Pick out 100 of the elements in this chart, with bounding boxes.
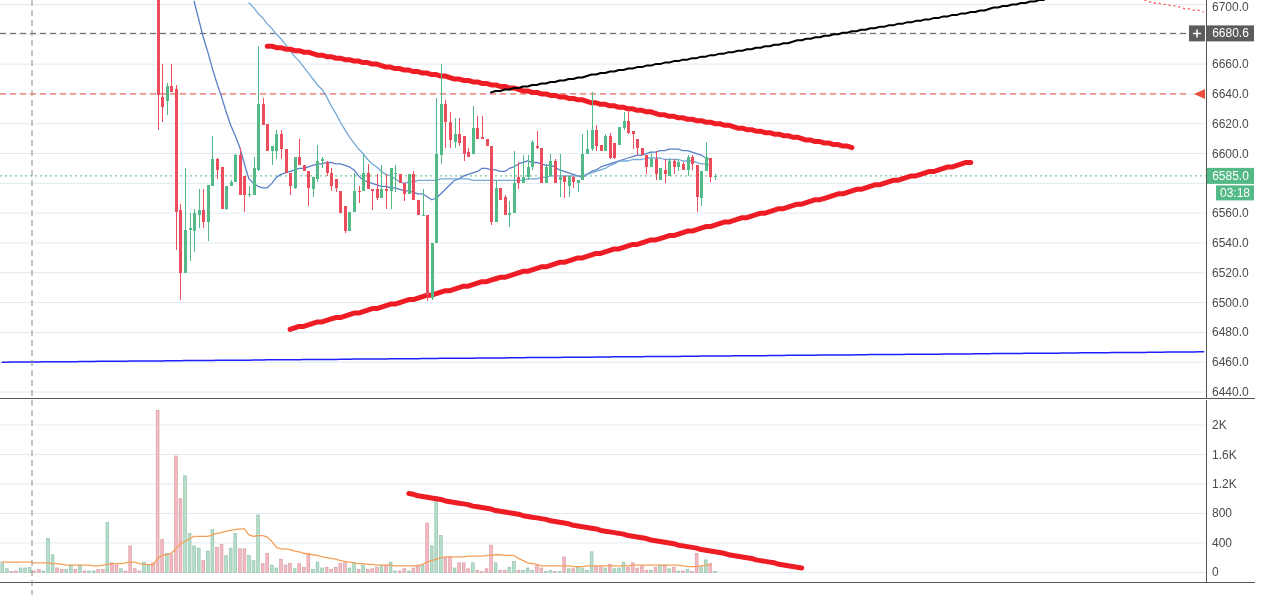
candlestick bbox=[463, 135, 466, 162]
y-tick-label: 400 bbox=[1212, 535, 1233, 550]
bar bbox=[165, 552, 169, 573]
bar bbox=[270, 564, 274, 573]
bar bbox=[292, 568, 297, 573]
bar bbox=[114, 564, 119, 573]
bar bbox=[425, 522, 429, 573]
candlestick bbox=[591, 91, 594, 152]
bar bbox=[210, 529, 215, 573]
candlestick bbox=[371, 188, 374, 211]
y-tick-label: 2K bbox=[1212, 418, 1227, 433]
candlestick bbox=[517, 161, 520, 190]
bar bbox=[612, 568, 617, 573]
candlestick bbox=[705, 141, 708, 172]
bar bbox=[411, 567, 416, 573]
bar bbox=[274, 567, 279, 573]
candlestick bbox=[280, 129, 283, 160]
bar bbox=[233, 533, 237, 573]
candlestick bbox=[458, 117, 461, 147]
bar bbox=[567, 568, 571, 573]
y-tick-label: 1.2K bbox=[1212, 477, 1237, 491]
y-tick-label: 6640.0 bbox=[1212, 86, 1250, 101]
y-tick-label: 6600.0 bbox=[1212, 146, 1250, 161]
bar bbox=[73, 569, 78, 573]
y-tick-label: 6480.0 bbox=[1212, 325, 1250, 340]
bar bbox=[361, 564, 365, 573]
candlestick bbox=[444, 99, 447, 149]
bar bbox=[18, 567, 23, 573]
bar bbox=[685, 569, 690, 573]
ref-line-label: 6680.6 bbox=[1212, 26, 1250, 41]
candlestick bbox=[330, 167, 333, 192]
candlestick bbox=[504, 194, 507, 216]
bar bbox=[324, 566, 329, 573]
bar bbox=[493, 562, 498, 573]
bar bbox=[580, 567, 585, 573]
bar bbox=[219, 544, 224, 573]
bar bbox=[265, 552, 269, 573]
bar bbox=[27, 566, 32, 573]
bar bbox=[242, 548, 247, 573]
y-tick-label: 6460.0 bbox=[1212, 355, 1250, 370]
bar bbox=[443, 557, 448, 573]
bar bbox=[667, 568, 671, 573]
candlestick bbox=[508, 200, 511, 228]
candlestick bbox=[198, 188, 201, 229]
candlestick bbox=[709, 157, 712, 183]
bar bbox=[119, 568, 123, 573]
y-tick-label: 800 bbox=[1212, 506, 1233, 521]
bar bbox=[535, 565, 539, 573]
bar bbox=[525, 567, 530, 573]
candlestick bbox=[193, 208, 196, 253]
bar bbox=[366, 569, 370, 573]
bar bbox=[347, 567, 352, 573]
candlestick bbox=[275, 129, 278, 160]
candlestick bbox=[307, 170, 310, 207]
bar bbox=[37, 569, 41, 573]
y-tick-label: 6520.0 bbox=[1212, 265, 1250, 280]
bar bbox=[571, 568, 576, 573]
candlestick bbox=[189, 212, 192, 262]
bar bbox=[548, 569, 553, 573]
bar bbox=[238, 548, 242, 573]
bar bbox=[201, 560, 205, 573]
bar bbox=[452, 567, 457, 573]
line-series bbox=[193, 0, 711, 201]
y-tick-label: 6660.0 bbox=[1212, 57, 1250, 72]
y-tick-label: 1.6K bbox=[1212, 447, 1237, 462]
bar bbox=[475, 569, 480, 573]
line-series bbox=[490, 0, 1045, 94]
candlestick bbox=[367, 163, 370, 190]
bar bbox=[562, 556, 566, 573]
y-tick-label: 6620.0 bbox=[1212, 116, 1250, 131]
candlestick bbox=[481, 115, 484, 140]
bar bbox=[471, 562, 475, 573]
bar bbox=[315, 561, 320, 573]
bar bbox=[306, 552, 311, 573]
bar bbox=[370, 568, 375, 573]
bar bbox=[516, 569, 521, 573]
candlestick bbox=[376, 173, 379, 201]
y-tick-label: 6440.0 bbox=[1212, 385, 1250, 400]
candlestick bbox=[449, 111, 452, 149]
ref-line-label: 6585.0 bbox=[1212, 168, 1250, 183]
bar bbox=[338, 563, 343, 573]
y-tick-label: 6560.0 bbox=[1212, 206, 1250, 221]
candlestick bbox=[202, 188, 205, 229]
bar bbox=[694, 552, 699, 573]
bar bbox=[603, 567, 607, 573]
candlestick bbox=[655, 150, 658, 181]
y-tick-label: 0 bbox=[1212, 565, 1219, 580]
bar bbox=[146, 564, 151, 573]
y-tick-label: 6540.0 bbox=[1212, 235, 1250, 250]
candlestick bbox=[627, 108, 630, 135]
bar bbox=[649, 569, 653, 573]
bar bbox=[621, 561, 626, 573]
candlestick bbox=[161, 63, 164, 123]
line-series bbox=[1, 351, 1205, 363]
candlestick bbox=[476, 115, 479, 140]
line-series bbox=[1143, 0, 1205, 13]
candlestick bbox=[225, 185, 228, 211]
bar bbox=[653, 566, 658, 573]
bar bbox=[105, 522, 110, 573]
candlestick bbox=[609, 132, 612, 160]
